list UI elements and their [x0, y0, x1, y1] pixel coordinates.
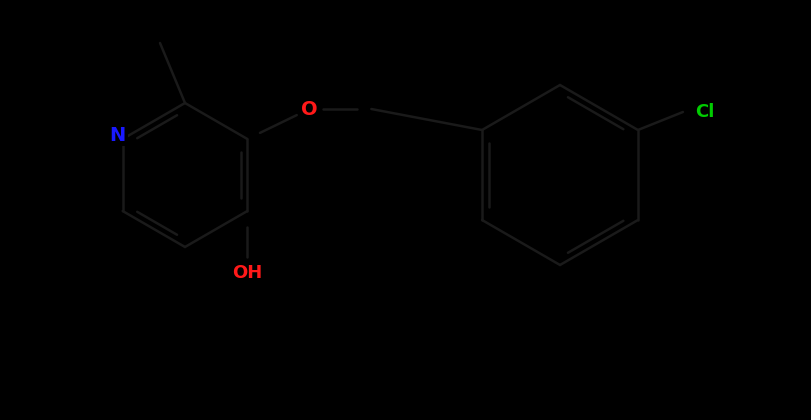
Text: OH: OH [232, 264, 262, 282]
Text: O: O [301, 100, 317, 118]
Text: Cl: Cl [694, 103, 714, 121]
Text: N: N [109, 126, 126, 144]
